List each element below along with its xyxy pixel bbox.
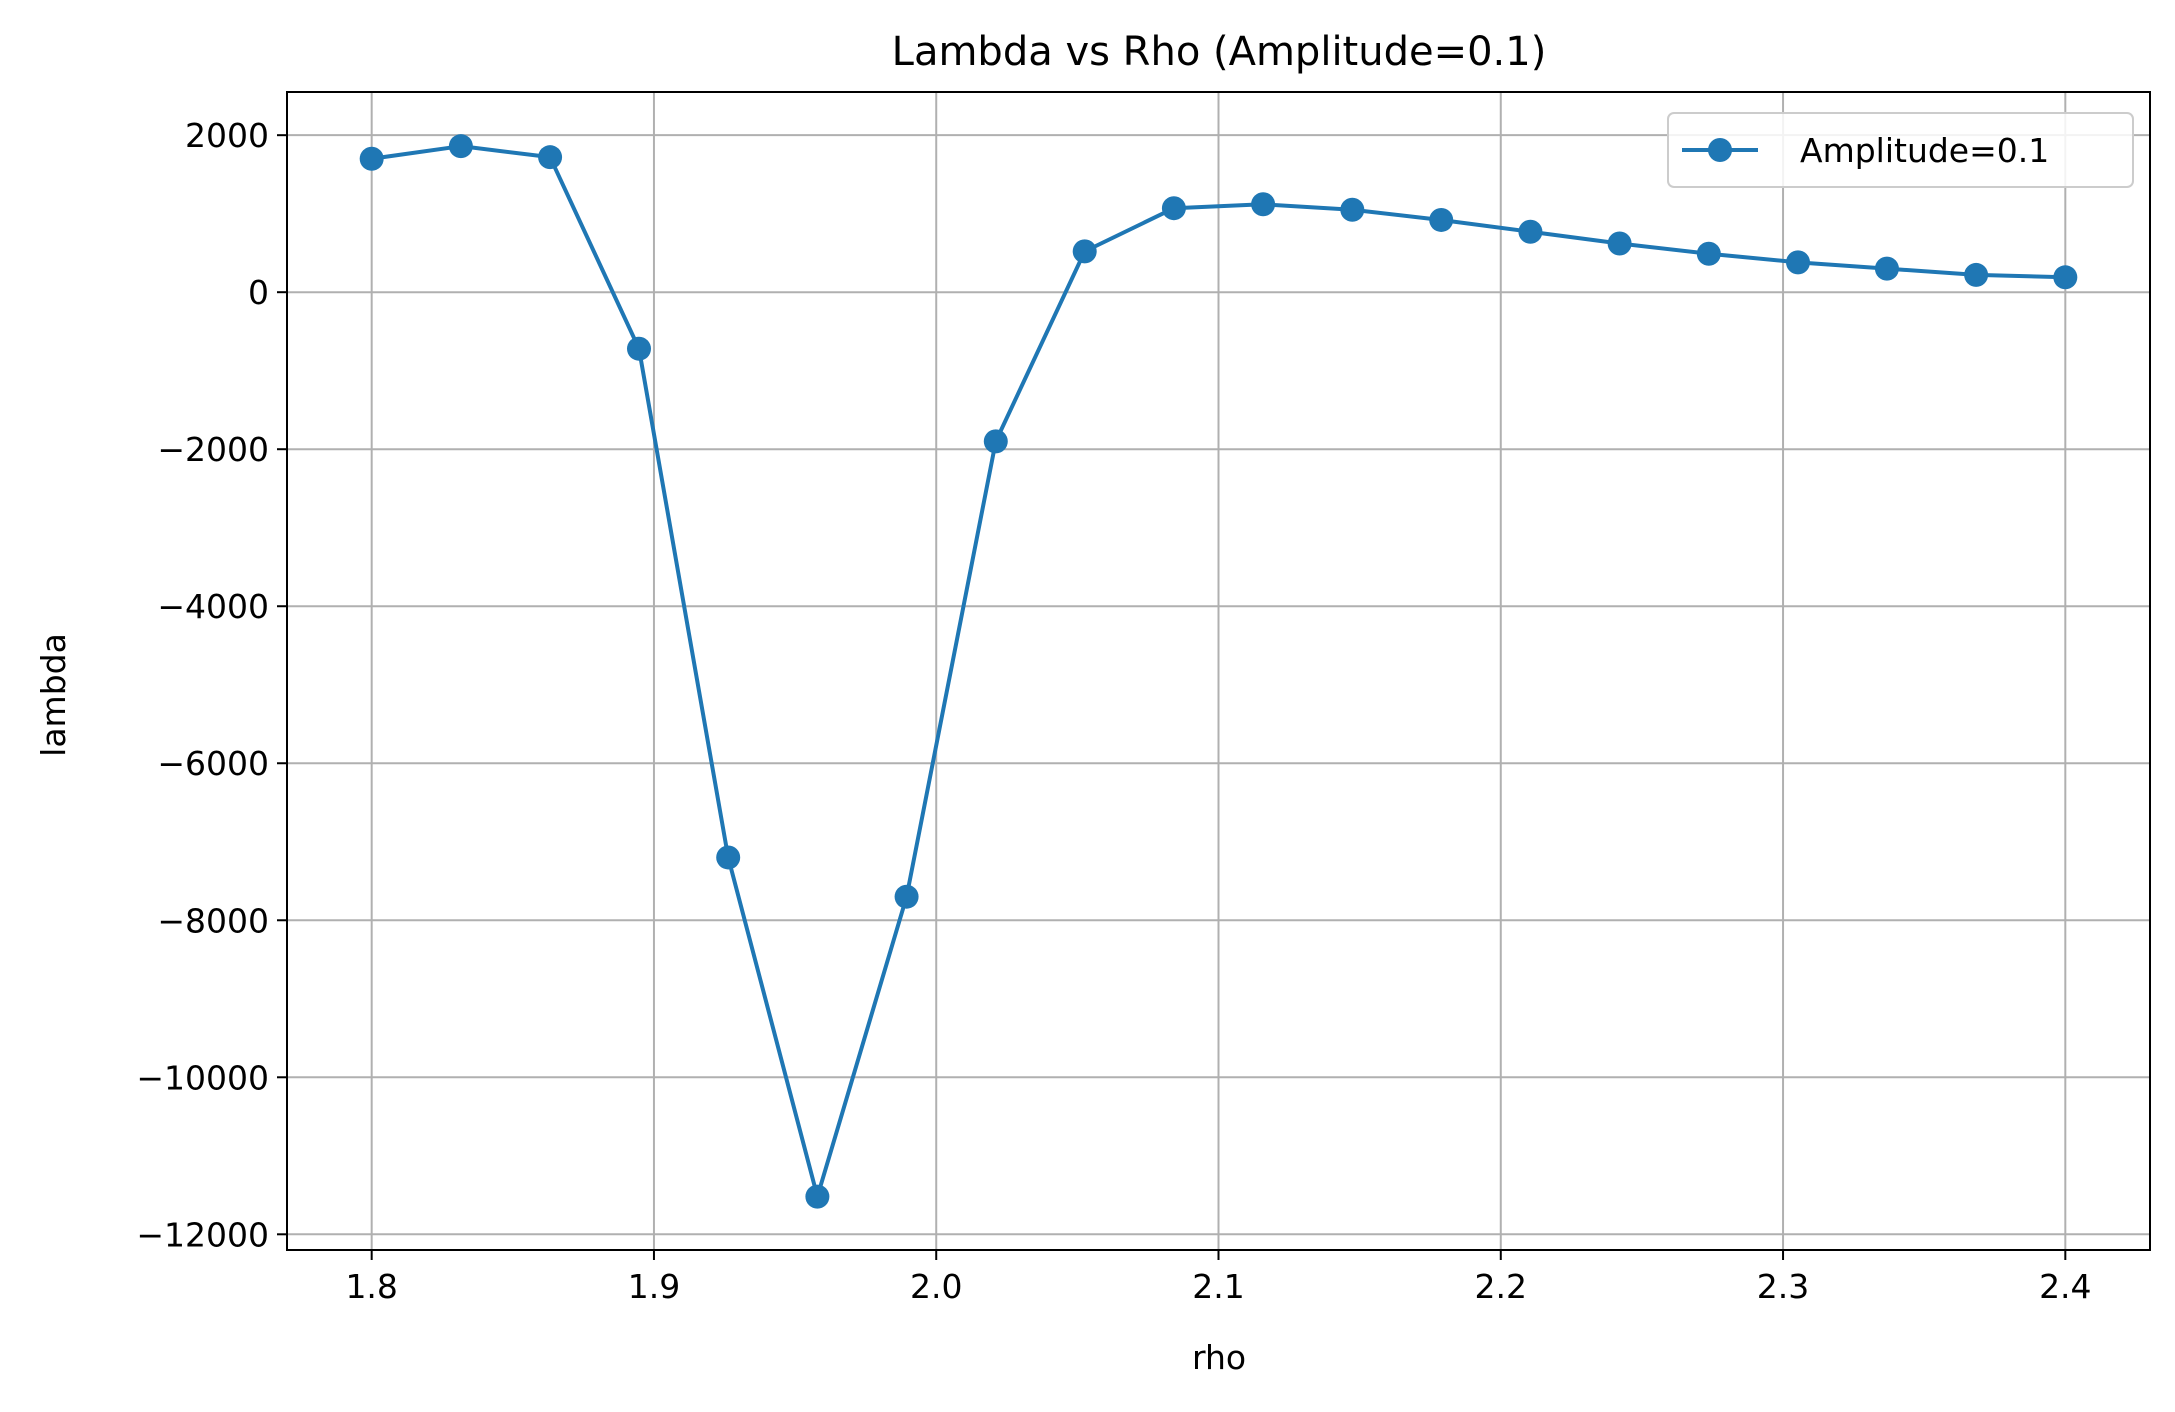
- data-point: [1607, 231, 1632, 256]
- x-tick-label: 2.0: [910, 1267, 962, 1306]
- data-point: [1874, 256, 1899, 281]
- y-tick-label: −12000: [136, 1215, 269, 1254]
- ticks-layer: 1.8 1.9 2.0 2.1 2.2 2.3 2.4 2000 0 −2000 −4000 −600…: [136, 116, 2091, 1306]
- x-tick-label: 2.1: [1192, 1267, 1244, 1306]
- chart-title: Lambda vs Rho (Amplitude=0.1): [892, 29, 1547, 75]
- data-point: [1072, 239, 1097, 264]
- data-point: [1340, 197, 1365, 222]
- legend-label: Amplitude=0.1: [1800, 131, 2049, 170]
- y-tick-label: −8000: [157, 901, 269, 940]
- y-tick-label: −6000: [157, 744, 269, 783]
- data-point: [983, 429, 1008, 454]
- y-tick-label: −2000: [157, 430, 269, 469]
- data-point: [1161, 196, 1186, 221]
- data-point: [1429, 207, 1454, 232]
- data-point: [2053, 265, 2078, 290]
- y-axis-label: lambda: [34, 633, 73, 757]
- data-point: [626, 336, 651, 361]
- data-point: [448, 134, 473, 159]
- y-tick-label: −4000: [157, 587, 269, 626]
- data-point: [805, 1184, 830, 1209]
- x-tick-label: 2.4: [2039, 1267, 2091, 1306]
- x-tick-label: 1.8: [345, 1267, 397, 1306]
- data-point: [538, 145, 563, 170]
- legend-marker-swatch: [1708, 138, 1732, 162]
- data-point: [894, 884, 919, 909]
- data-point: [1786, 250, 1811, 275]
- x-tick-label: 2.3: [1757, 1267, 1809, 1306]
- data-point: [716, 845, 741, 870]
- data-point: [1696, 241, 1721, 266]
- data-point: [1251, 192, 1276, 217]
- data-point: [1518, 219, 1543, 244]
- legend: Amplitude=0.1: [1667, 112, 2134, 188]
- legend-box: [1667, 112, 2134, 188]
- data-point: [359, 146, 384, 171]
- y-tick-label: −10000: [136, 1058, 269, 1097]
- series-line: [371, 144, 2066, 1199]
- x-tick-label: 2.2: [1475, 1267, 1527, 1306]
- series-layer: [359, 134, 2078, 1209]
- y-tick-label: 0: [248, 273, 269, 312]
- grid-layer: [287, 92, 2150, 1250]
- x-tick-label: 1.9: [628, 1267, 680, 1306]
- x-axis-label: rho: [1192, 1338, 1246, 1377]
- data-point: [1964, 262, 1989, 287]
- y-tick-label: 2000: [185, 116, 269, 155]
